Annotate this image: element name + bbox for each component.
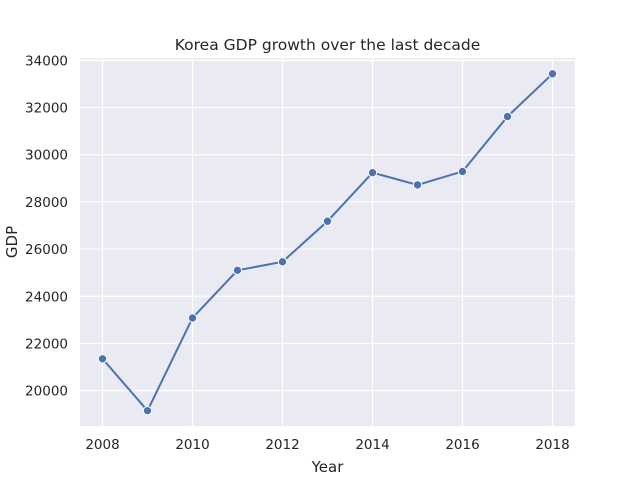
x-tick-label: 2012 — [265, 437, 299, 453]
x-tick-label: 2010 — [175, 437, 209, 453]
x-axis-title: Year — [311, 458, 345, 476]
data-point — [277, 257, 288, 267]
data-point — [97, 354, 108, 364]
data-point — [457, 166, 468, 177]
y-tick-label: 22000 — [25, 336, 68, 352]
data-point — [187, 313, 198, 323]
data-point — [502, 111, 513, 122]
grid-lines — [80, 58, 575, 426]
y-tick-label: 26000 — [25, 242, 68, 258]
data-point — [367, 167, 378, 178]
plot-area — [80, 58, 575, 426]
tick-labels: 2008 2010 2012 2014 2016 2018 20000 22000 24000 2… — [25, 53, 570, 453]
data-point — [412, 180, 423, 190]
x-tick-label: 2018 — [535, 437, 569, 453]
data-point — [322, 216, 333, 226]
y-tick-label: 20000 — [25, 384, 68, 400]
data-point — [232, 265, 243, 276]
chart-title: Korea GDP growth over the last decade — [175, 36, 480, 54]
data-point — [547, 69, 558, 79]
x-tick-label: 2008 — [85, 437, 119, 453]
y-tick-label: 28000 — [25, 195, 68, 211]
y-tick-label: 34000 — [25, 53, 68, 69]
y-tick-label: 30000 — [25, 148, 68, 164]
series-layer — [97, 69, 558, 416]
x-tick-label: 2014 — [355, 437, 389, 453]
data-point — [142, 405, 153, 416]
y-tick-label: 32000 — [25, 101, 68, 117]
y-axis-title: GDP — [3, 226, 21, 258]
y-tick-label: 24000 — [25, 289, 68, 305]
x-tick-label: 2016 — [445, 437, 479, 453]
